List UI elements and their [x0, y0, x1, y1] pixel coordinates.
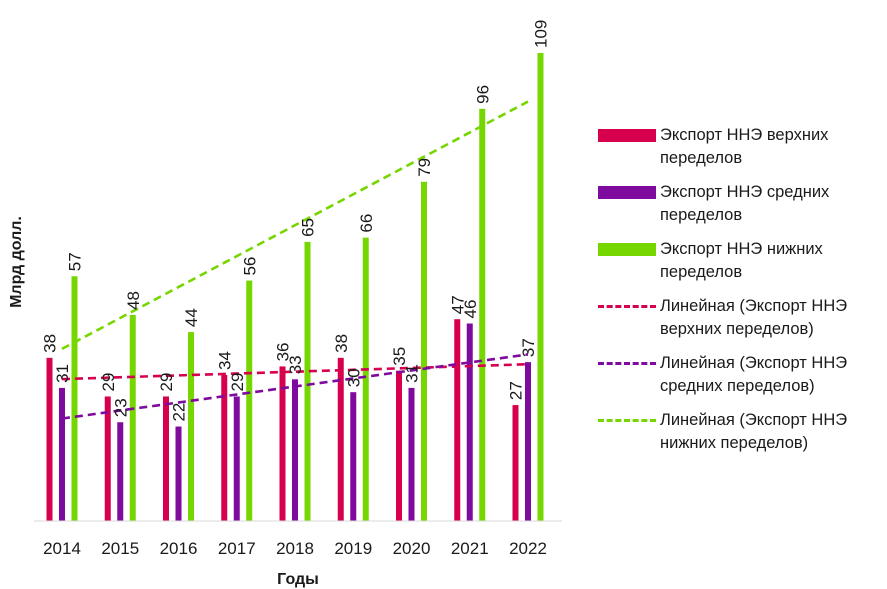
data-label-series3-2014: 57 [66, 252, 85, 271]
bar-series3-2015 [129, 314, 136, 521]
legend-swatch-series-3 [598, 240, 660, 260]
bar-series1-2018 [279, 366, 286, 521]
legend-label-series-2: Экспорт ННЭ средних переделов [660, 183, 830, 224]
bar-series2-2022 [525, 362, 531, 521]
x-tick-label-2017: 2017 [218, 539, 256, 558]
bar-series1-2021 [454, 319, 461, 521]
trendlines-layer [61, 100, 529, 420]
x-tick-label-2018: 2018 [276, 539, 314, 558]
data-label-series3-2018: 65 [299, 218, 318, 237]
bar-series1-2014 [46, 357, 53, 521]
x-tick-label-2019: 2019 [334, 539, 372, 558]
x-tick-label-2022: 2022 [509, 539, 547, 558]
legend-swatch-series-1 [598, 126, 660, 146]
bar-series1-2020 [396, 370, 402, 521]
bar-series3-2020 [421, 181, 427, 521]
legend-label-trend-3: Линейная (Экспорт ННЭ нижних переделов) [660, 411, 848, 452]
legend-label-series-1: Экспорт ННЭ верхних переделов [660, 126, 829, 167]
legend-item-series-1: Экспорт ННЭ верхних переделов [598, 124, 883, 169]
trendline-series3 [61, 100, 529, 351]
bar-series3-2022 [537, 53, 544, 521]
legend-swatch-trend-1 [598, 297, 660, 317]
data-label-series2-2015: 23 [111, 398, 130, 417]
x-tick-label-2020: 2020 [393, 539, 431, 558]
legend-item-trend-3: Линейная (Экспорт ННЭ нижних переделов) [598, 409, 883, 454]
legend-swatch-trend-2 [598, 354, 660, 374]
data-label-series3-2015: 48 [124, 291, 143, 310]
bar-series2-2019 [350, 392, 357, 521]
data-label-series1-2020: 35 [390, 347, 409, 366]
data-label-series1-2016: 29 [157, 373, 176, 392]
bar-series1-2022 [512, 405, 519, 521]
legend-item-series-2: Экспорт ННЭ средних переделов [598, 181, 883, 226]
legend-label-series-3: Экспорт ННЭ нижних переделов [660, 240, 823, 281]
bars-layer [46, 53, 544, 522]
data-label-series2-2017: 29 [228, 373, 247, 392]
data-label-series2-2021: 46 [461, 300, 480, 319]
bar-series1-2016 [163, 396, 169, 521]
bar-series3-2014 [71, 276, 78, 521]
x-tick-labels: 2014 2015 2016 2017 2018 2019 2020 2021 2022 [43, 539, 547, 558]
data-label-series1-2022: 27 [507, 381, 526, 400]
bar-series2-2014 [59, 387, 65, 521]
legend: Экспорт ННЭ верхних переделов Экспорт НН… [598, 124, 883, 466]
bar-series2-2018 [292, 379, 298, 521]
bar-series1-2019 [337, 357, 344, 521]
data-label-series1-2018: 36 [274, 343, 293, 362]
legend-label-trend-2: Линейная (Экспорт ННЭ средних переделов) [660, 354, 848, 395]
data-label-series3-2022: 109 [532, 20, 551, 48]
x-tick-label-2015: 2015 [101, 539, 139, 558]
data-label-series2-2014: 31 [53, 364, 72, 383]
legend-item-trend-1: Линейная (Экспорт ННЭ верхних переделов) [598, 295, 883, 340]
data-label-series1-2015: 29 [99, 373, 118, 392]
data-labels-layer: 38 29 29 34 36 38 35 47 27 31 23 22 29 33 30 31 46 37 57 48… [41, 20, 551, 422]
data-label-series3-2021: 96 [473, 85, 492, 104]
data-label-series2-2019: 30 [344, 368, 363, 387]
bar-series1-2015 [104, 396, 111, 521]
x-tick-label-2014: 2014 [43, 539, 81, 558]
trendline-series2 [61, 353, 529, 420]
data-label-series3-2020: 79 [415, 158, 434, 177]
legend-label-trend-1: Линейная (Экспорт ННЭ верхних переделов) [660, 297, 848, 338]
legend-item-trend-2: Линейная (Экспорт ННЭ средних переделов) [598, 352, 883, 397]
bar-series2-2021 [466, 323, 473, 521]
bar-series3-2018 [304, 241, 311, 522]
data-label-series3-2019: 66 [357, 214, 376, 233]
bar-series2-2015 [117, 422, 124, 521]
data-label-series2-2020: 31 [403, 364, 422, 383]
x-axis-title: Годы [277, 571, 319, 588]
data-label-series1-2017: 34 [215, 351, 234, 370]
legend-swatch-trend-3 [598, 411, 660, 431]
bar-series2-2020 [408, 387, 415, 521]
bar-series3-2017 [246, 280, 253, 521]
data-label-series3-2017: 56 [240, 257, 259, 276]
data-label-series2-2016: 22 [170, 403, 189, 422]
bar-series3-2021 [479, 108, 486, 521]
bar-series2-2017 [233, 396, 240, 521]
bar-series3-2019 [362, 237, 369, 522]
legend-item-series-3: Экспорт ННЭ нижних переделов [598, 238, 883, 283]
x-tick-label-2021: 2021 [451, 539, 489, 558]
data-label-series1-2014: 38 [41, 334, 60, 353]
legend-swatch-series-2 [598, 183, 660, 203]
x-tick-label-2016: 2016 [160, 539, 198, 558]
data-label-series2-2018: 33 [286, 355, 305, 374]
bar-series1-2017 [221, 375, 228, 521]
data-label-series3-2016: 44 [182, 308, 201, 327]
data-label-series1-2021: 47 [448, 295, 467, 314]
data-label-series2-2022: 37 [519, 338, 538, 357]
bar-series3-2016 [188, 332, 194, 521]
data-label-series1-2019: 38 [332, 334, 351, 353]
y-axis-title: Млрд долл. [8, 216, 25, 308]
bar-series2-2016 [175, 426, 182, 521]
